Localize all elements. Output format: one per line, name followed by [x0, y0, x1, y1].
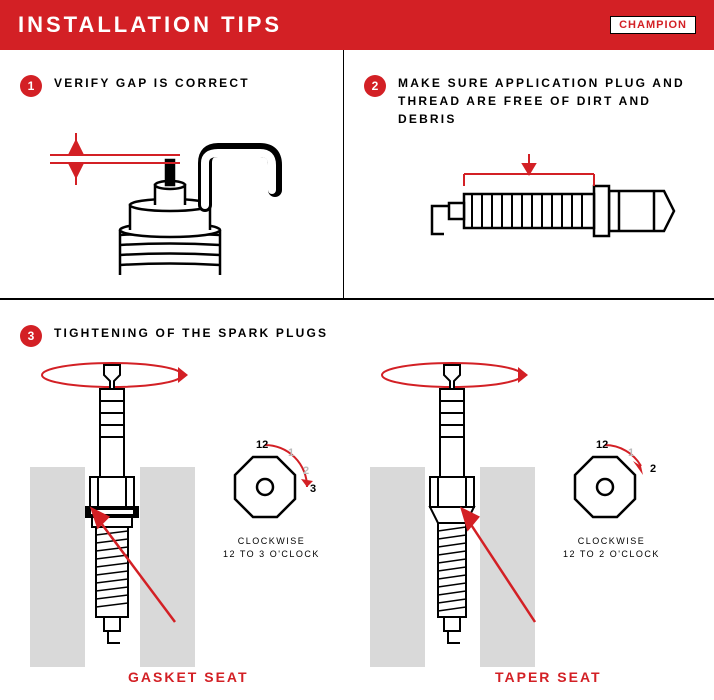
header-title: INSTALLATION TIPS: [18, 12, 282, 38]
step3-number: 3: [20, 325, 42, 347]
step3-text: TIGHTENING OF THE SPARK PLUGS: [54, 324, 328, 342]
gap-svg: [20, 105, 320, 275]
step3-head: 3 TIGHTENING OF THE SPARK PLUGS: [20, 324, 694, 347]
taper-svg: [360, 357, 700, 667]
gasket-num-3: 3: [310, 483, 316, 495]
bottom-panels: 12 1 2 3 CLOCKWISE 12 TO 3 O'CLOCK GASKE…: [20, 357, 694, 687]
panel-step-3: 3 TIGHTENING OF THE SPARK PLUGS: [0, 300, 714, 700]
taper-clock-text: CLOCKWISE 12 TO 2 O'CLOCK: [563, 535, 660, 562]
gasket-clock-text: CLOCKWISE 12 TO 3 O'CLOCK: [223, 535, 320, 562]
step2-text: MAKE SURE APPLICATION PLUG AND THREAD AR…: [398, 74, 694, 128]
taper-num-1: 1: [628, 447, 634, 459]
panel-step-1: 1 VERIFY GAP IS CORRECT: [0, 50, 344, 298]
header-bar: INSTALLATION TIPS CHAMPION: [0, 0, 714, 50]
taper-num-12: 12: [596, 439, 608, 451]
brand-text: CHAMPION: [619, 19, 687, 31]
step1-head: 1 VERIFY GAP IS CORRECT: [20, 74, 323, 97]
gasket-panel: 12 1 2 3 CLOCKWISE 12 TO 3 O'CLOCK GASKE…: [20, 357, 360, 687]
step2-head: 2 MAKE SURE APPLICATION PLUG AND THREAD …: [364, 74, 694, 128]
gasket-num-2: 2: [303, 465, 309, 477]
illus-gap: [20, 105, 323, 275]
step1-text: VERIFY GAP IS CORRECT: [54, 74, 250, 92]
taper-num-2: 2: [650, 463, 656, 475]
brand-badge: CHAMPION: [610, 16, 696, 34]
gasket-num-1: 1: [288, 447, 294, 459]
taper-panel: 12 1 2 CLOCKWISE 12 TO 2 O'CLOCK TAPER S…: [360, 357, 700, 687]
panel-step-2: 2 MAKE SURE APPLICATION PLUG AND THREAD …: [344, 50, 714, 298]
gasket-seat-label: GASKET SEAT: [128, 669, 249, 685]
illus-thread: [364, 136, 694, 286]
top-row: 1 VERIFY GAP IS CORRECT: [0, 50, 714, 298]
taper-seat-label: TAPER SEAT: [495, 669, 602, 685]
step1-number: 1: [20, 75, 42, 97]
step2-number: 2: [364, 75, 386, 97]
gasket-svg: [20, 357, 360, 667]
thread-svg: [364, 136, 694, 286]
gasket-num-12: 12: [256, 439, 268, 451]
